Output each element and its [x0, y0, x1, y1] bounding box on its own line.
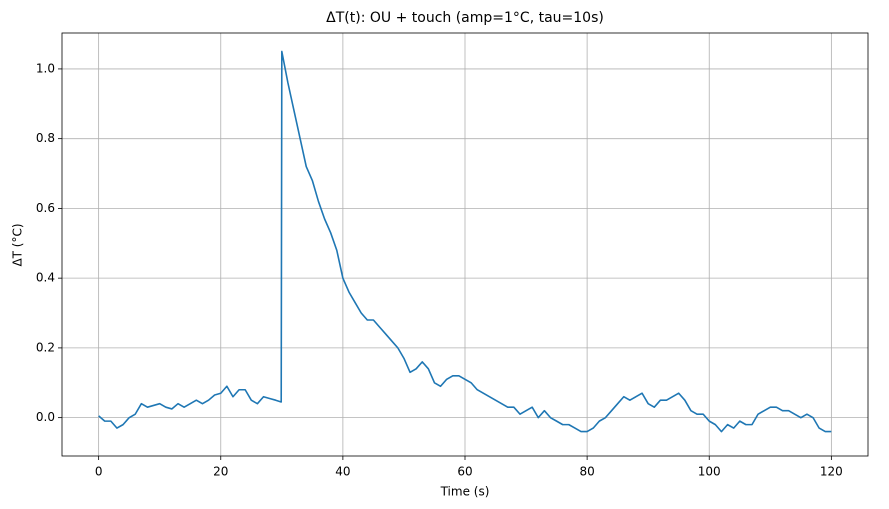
y-tick-label: 0.2: [36, 340, 55, 354]
x-axis-label: Time (s): [440, 485, 490, 499]
x-tick-label: 40: [335, 465, 350, 479]
y-tick-label: 0.8: [36, 131, 55, 145]
y-tick-label: 0.6: [36, 201, 55, 215]
x-tick-label: 120: [820, 465, 843, 479]
data-line: [98, 50, 832, 433]
x-tick-label: 0: [95, 465, 103, 479]
chart-title: ΔT(t): OU + touch (amp=1°C, tau=10s): [326, 10, 604, 26]
plot-frame: [61, 32, 869, 457]
y-tick-label: 0.0: [36, 410, 55, 424]
x-tick-label: 60: [457, 465, 472, 479]
y-axis-label: ΔT (°C): [11, 223, 25, 266]
y-tick-label: 1.0: [36, 61, 55, 75]
x-tick-label: 80: [579, 465, 594, 479]
x-tick-label: 20: [213, 465, 228, 479]
y-tick-label: 0.4: [36, 271, 55, 285]
x-tick-label: 100: [698, 465, 721, 479]
